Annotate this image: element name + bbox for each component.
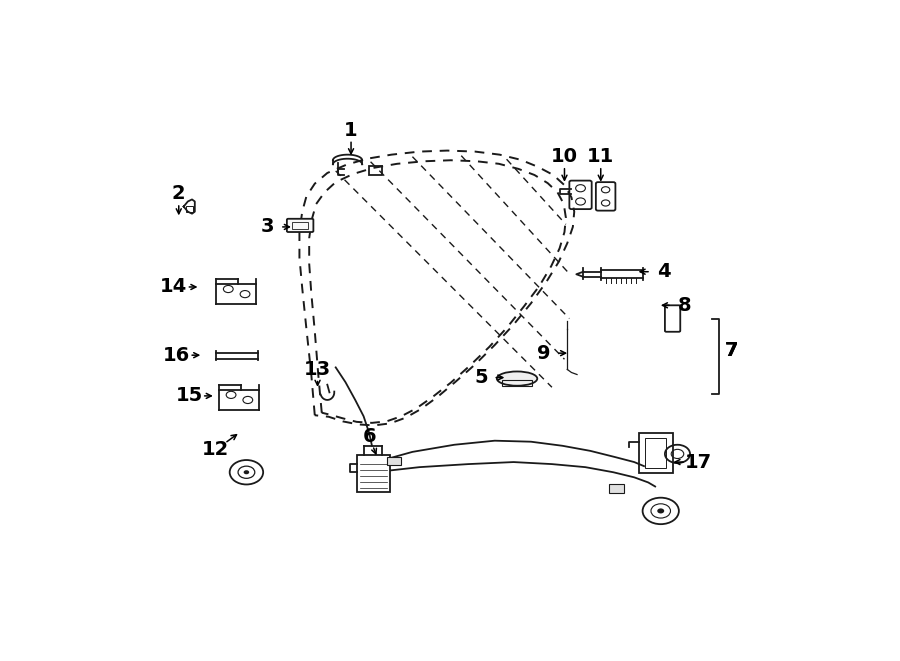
Bar (645, 438, 666, 468)
Bar (609, 485, 625, 492)
Text: 8: 8 (678, 296, 691, 315)
Text: 9: 9 (536, 344, 550, 363)
Text: 7: 7 (725, 340, 739, 360)
Text: 11: 11 (587, 147, 615, 166)
Text: 14: 14 (160, 278, 187, 297)
Bar (356, 455, 390, 492)
Text: 1: 1 (344, 121, 358, 139)
Text: 7: 7 (725, 340, 739, 360)
Bar (186, 206, 194, 212)
Text: 15: 15 (176, 387, 202, 405)
Text: 2: 2 (172, 184, 185, 204)
Text: 13: 13 (304, 360, 331, 379)
Text: 12: 12 (202, 440, 230, 459)
FancyBboxPatch shape (287, 219, 313, 232)
Text: 17: 17 (685, 453, 712, 471)
Text: 16: 16 (163, 346, 190, 365)
Text: 5: 5 (474, 368, 488, 387)
Text: 3: 3 (261, 217, 274, 237)
Bar (639, 432, 672, 473)
Text: 6: 6 (363, 427, 376, 446)
Text: 4: 4 (657, 262, 670, 281)
Bar (369, 166, 382, 175)
Circle shape (244, 470, 249, 475)
Circle shape (657, 508, 664, 514)
Text: 10: 10 (551, 147, 578, 166)
Ellipse shape (497, 371, 537, 386)
Bar (501, 380, 533, 386)
Bar (292, 222, 309, 229)
FancyBboxPatch shape (665, 305, 680, 332)
Bar (387, 457, 400, 465)
